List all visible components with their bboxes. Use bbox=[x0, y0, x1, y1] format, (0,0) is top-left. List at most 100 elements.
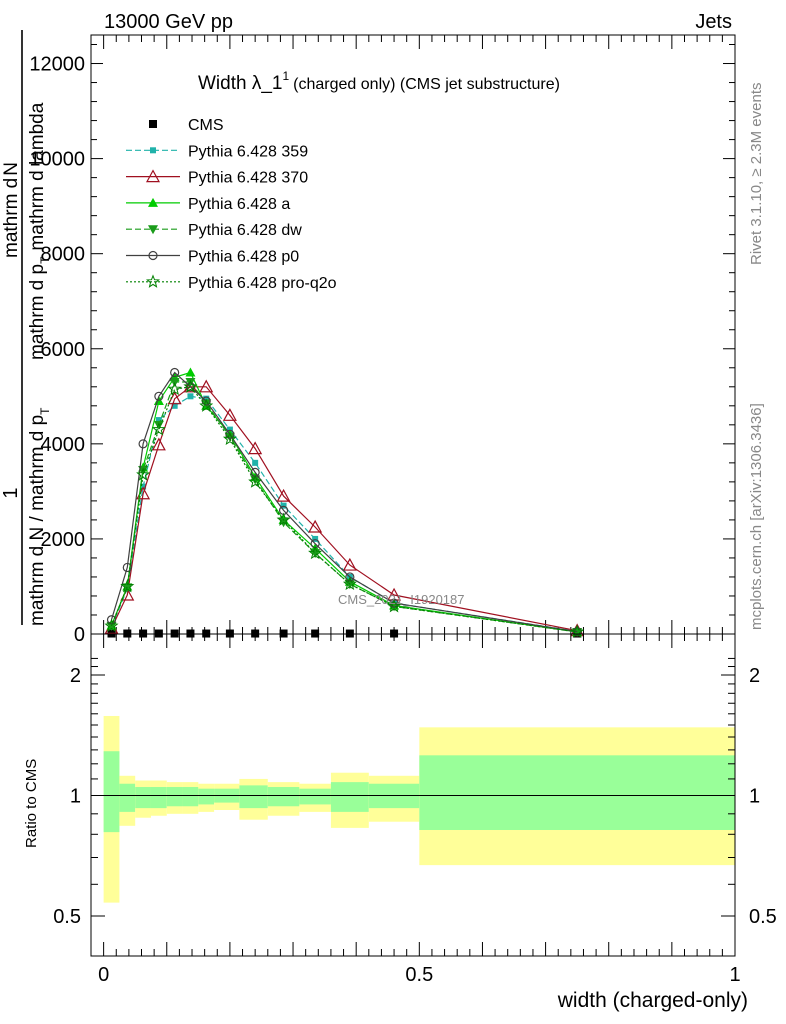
y-label-upper-rest: mathrm d lambda bbox=[27, 102, 48, 250]
ratio-tick-label-right: 0.5 bbox=[749, 906, 777, 928]
ratio-tick-label-right: 2 bbox=[749, 665, 760, 687]
data-point bbox=[151, 437, 166, 451]
ratio-band-green bbox=[330, 782, 369, 812]
series-line bbox=[110, 386, 578, 633]
data-point bbox=[308, 545, 323, 560]
data-point bbox=[138, 439, 148, 449]
y-tick-label: 4000 bbox=[41, 434, 86, 456]
data-point bbox=[342, 576, 357, 591]
data-point bbox=[122, 562, 132, 573]
ratio-tick-label: 1 bbox=[70, 786, 81, 808]
data-point bbox=[280, 502, 287, 509]
data-point bbox=[252, 459, 259, 466]
legend-entry: Pythia 6.428 dw bbox=[126, 222, 302, 239]
ratio-band-green bbox=[419, 755, 735, 830]
x-tick-label: 0.5 bbox=[405, 964, 433, 986]
data-point bbox=[308, 519, 323, 533]
y-tick-label: 2000 bbox=[41, 529, 86, 551]
legend-marker bbox=[145, 169, 161, 183]
watermark: CMS_2021_I1920187 bbox=[338, 592, 465, 607]
data-point bbox=[201, 399, 212, 409]
data-point bbox=[151, 422, 166, 436]
data-point bbox=[276, 512, 291, 526]
legend-label: Pythia 6.428 p0 bbox=[188, 249, 299, 266]
data-point bbox=[389, 598, 399, 608]
ratio-band-green bbox=[182, 787, 199, 807]
legend-marker bbox=[149, 120, 157, 128]
data-point bbox=[199, 398, 214, 412]
legend-label: Pythia 6.428 dw bbox=[188, 222, 302, 239]
series-line bbox=[110, 371, 578, 633]
y-label-numerator-n: N bbox=[1, 162, 22, 176]
data-point bbox=[104, 618, 119, 632]
data-point bbox=[248, 441, 263, 455]
data-point bbox=[155, 417, 162, 424]
data-point bbox=[153, 420, 164, 430]
data-point bbox=[342, 557, 357, 571]
ratio-band-green bbox=[103, 751, 120, 833]
y-tick-label: 10000 bbox=[29, 149, 85, 171]
data-point bbox=[224, 432, 235, 442]
data-point bbox=[136, 467, 151, 481]
header-right: Jets bbox=[695, 11, 732, 33]
ratio-band-green bbox=[150, 787, 167, 809]
data-point bbox=[120, 579, 135, 593]
data-point bbox=[345, 572, 355, 582]
legend-label: Pythia 6.428 359 bbox=[188, 143, 308, 160]
legend: CMS Pythia 6.428 359 Pythia 6.428 370 Pythi… bbox=[126, 117, 337, 292]
ratio-y-ticks: 0.5 0.5 1 1 2 2 bbox=[53, 657, 777, 928]
legend-label: CMS bbox=[188, 117, 224, 134]
y-label-denominator-t: T bbox=[38, 407, 52, 415]
plot-title: Width λ_11 (charged only) (CMS jet substr… bbox=[198, 69, 560, 94]
y-label-numerator: mathrm d N bbox=[1, 162, 22, 258]
legend-label: Pythia 6.428 a bbox=[188, 196, 290, 213]
y-tick-label: 12000 bbox=[29, 54, 85, 76]
data-point bbox=[106, 615, 117, 625]
ratio-band-green bbox=[239, 785, 268, 809]
plot-title-main: Width λ_1 bbox=[198, 73, 282, 94]
ratio-band-green bbox=[119, 783, 136, 812]
x-axis-label: width (charged-only) bbox=[557, 989, 748, 1012]
y-label-upper-text: mathrm d p bbox=[27, 264, 48, 360]
y-label-denominator-text: mathrm d N / mathrm d p bbox=[27, 415, 48, 626]
legend-entry: Pythia 6.428 370 bbox=[126, 169, 308, 187]
data-point bbox=[222, 431, 237, 445]
ratio-panel: 0.5 0.5 1 1 2 2 0 0.5 1 bbox=[53, 633, 777, 986]
ratio-y-axis-label: Ratio to CMS bbox=[23, 759, 40, 848]
main-panel: 0 2000 4000 6000 8000 10000 12000 bbox=[29, 34, 736, 646]
rivet-label: Rivet 3.1.10, ≥ 2.3M events bbox=[748, 83, 765, 266]
series-line bbox=[110, 386, 578, 632]
ratio-tick-label: 0.5 bbox=[53, 906, 81, 928]
main-y-axis-label: 1 mathrm d N / mathrm d pT mathrm d p Tma… bbox=[0, 30, 52, 626]
y-tick-label: 0 bbox=[74, 624, 85, 646]
plot-title-sup: 1 bbox=[282, 69, 289, 83]
mcplots-label: mcplots.cern.ch [arXiv:1306.3436] bbox=[748, 403, 765, 630]
x-tick-label: 1 bbox=[729, 964, 740, 986]
ratio-tick-label-right: 1 bbox=[749, 786, 760, 808]
data-point bbox=[199, 379, 214, 393]
y-label-numerator-text: mathrm d bbox=[1, 178, 22, 258]
legend-marker bbox=[148, 225, 158, 235]
data-point bbox=[183, 379, 198, 393]
y-label-denominator: mathrm d N / mathrm d pT bbox=[27, 407, 52, 626]
legend-entry: Pythia 6.428 pro-q2o bbox=[126, 274, 337, 292]
header-left: 13000 GeV pp bbox=[104, 11, 233, 33]
ratio-band-green bbox=[135, 787, 151, 809]
legend-entry: Pythia 6.428 359 bbox=[126, 143, 308, 160]
ratio-bands bbox=[103, 715, 735, 903]
legend-label: Pythia 6.428 370 bbox=[188, 170, 308, 187]
y-label-frac-one: 1 bbox=[0, 487, 22, 498]
y-tick-label: 8000 bbox=[41, 244, 86, 266]
series-6 bbox=[104, 379, 585, 638]
ratio-band-green bbox=[198, 788, 215, 805]
data-point bbox=[167, 381, 182, 396]
y-tick-label: 6000 bbox=[41, 339, 86, 361]
data-point bbox=[387, 599, 402, 613]
data-point bbox=[170, 367, 180, 378]
legend-marker bbox=[146, 274, 160, 288]
ratio-tick-label: 2 bbox=[70, 665, 81, 687]
data-point bbox=[187, 393, 194, 400]
ratio-x-ticks: 0 0.5 1 bbox=[90, 634, 741, 986]
data-point bbox=[171, 402, 178, 409]
